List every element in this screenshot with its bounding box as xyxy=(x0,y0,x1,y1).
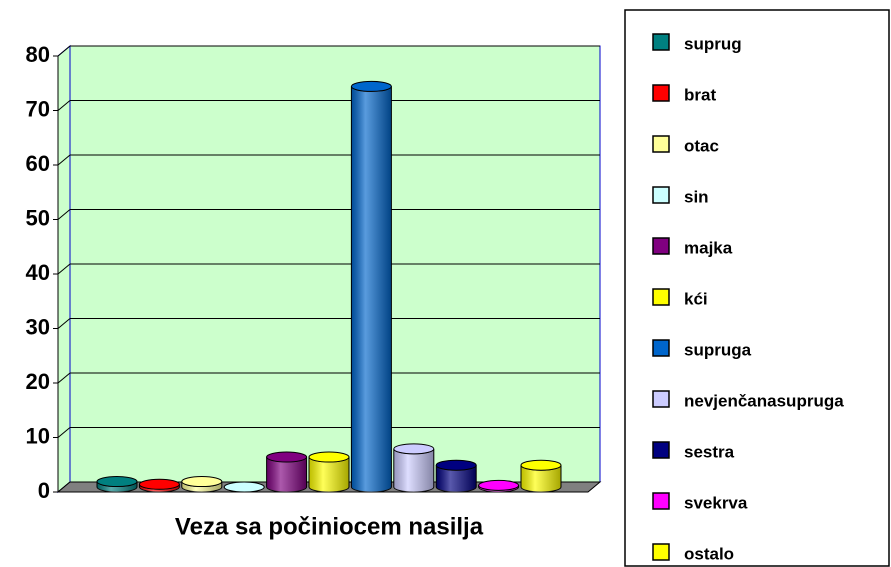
legend-swatch xyxy=(652,339,670,357)
legend-box xyxy=(624,9,890,567)
grid-line-side xyxy=(57,372,71,384)
legend-swatch xyxy=(652,186,670,204)
bar-top xyxy=(223,481,265,493)
bar-top xyxy=(393,443,435,455)
bar-top xyxy=(435,459,477,471)
legend-label: sin xyxy=(684,187,709,206)
bar-top xyxy=(350,80,392,92)
legend-label: otac xyxy=(684,136,719,155)
grid-line-side xyxy=(57,45,71,57)
legend-swatch xyxy=(652,84,670,102)
legend-swatch xyxy=(652,33,670,51)
bar-top xyxy=(266,451,308,463)
y-tick-label: 70 xyxy=(26,96,50,121)
bar-shade xyxy=(478,485,519,492)
bar-shade xyxy=(436,465,477,492)
legend-label: nevjenčanasupruga xyxy=(684,391,844,410)
legend-label: svekrva xyxy=(684,493,748,512)
legend-label: brat xyxy=(684,85,716,104)
legend-swatch xyxy=(652,135,670,153)
bar-top xyxy=(308,451,350,463)
legend-swatch xyxy=(652,441,670,459)
y-tick-label: 30 xyxy=(26,314,50,339)
bar-top xyxy=(181,476,223,488)
grid-line-side xyxy=(57,154,71,166)
y-tick-label: 40 xyxy=(26,260,50,285)
y-tick-label: 20 xyxy=(26,369,50,394)
y-tick-label: 0 xyxy=(38,478,50,503)
bar-top xyxy=(138,478,180,490)
bar-top xyxy=(520,459,562,471)
bar-top xyxy=(96,476,138,488)
bar-shade xyxy=(139,484,180,492)
bar-shade xyxy=(393,448,434,492)
x-category-label: Veza sa počiniocem nasilja xyxy=(175,513,484,540)
legend-label: suprug xyxy=(684,34,742,53)
bar-shade xyxy=(521,465,561,492)
y-tick-label: 60 xyxy=(26,151,50,176)
grid-line-side xyxy=(57,209,71,220)
bar-top xyxy=(478,479,520,491)
legend-swatch xyxy=(652,288,670,306)
bar-shade xyxy=(266,457,307,492)
grid-line-side xyxy=(57,263,71,275)
legend-label: kći xyxy=(684,289,708,308)
legend-swatch xyxy=(652,390,670,408)
legend-label: supruga xyxy=(684,340,752,359)
bar-shade xyxy=(309,457,349,492)
legend-label: majka xyxy=(684,238,733,257)
legend-label: sestra xyxy=(684,442,735,461)
grid-line-side xyxy=(57,427,71,438)
legend-label: ostalo xyxy=(684,544,734,563)
grid-line-side xyxy=(57,100,71,111)
bar-shade xyxy=(351,86,392,493)
y-tick-label: 10 xyxy=(26,423,50,448)
grid-line-side xyxy=(57,318,71,329)
legend-swatch xyxy=(652,237,670,255)
y-tick-label: 50 xyxy=(26,205,50,230)
y-tick-label: 80 xyxy=(26,42,50,67)
legend-swatch xyxy=(652,543,670,561)
legend-swatch xyxy=(652,492,670,510)
